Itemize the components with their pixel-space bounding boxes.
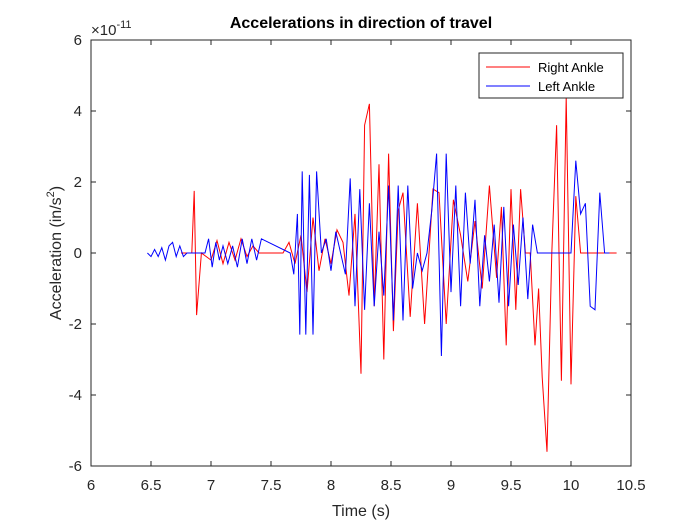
y-ticks: -6 -4 -2 0 2 4 6 bbox=[69, 32, 631, 475]
y-axis-label-close: ) bbox=[48, 186, 65, 191]
x-tick-label: 8 bbox=[327, 477, 335, 494]
x-tick-label: 7.5 bbox=[261, 477, 282, 494]
y-tick-label: -4 bbox=[69, 387, 82, 404]
x-tick-label: 10 bbox=[563, 477, 580, 494]
y-axis-label-main: Acceleration (in/s bbox=[48, 197, 65, 320]
y-tick-label: 2 bbox=[74, 174, 82, 191]
legend-box bbox=[478, 52, 624, 99]
y-tick-label: 6 bbox=[74, 32, 82, 49]
y-axis-label-superscript: 2 bbox=[45, 191, 57, 197]
y-tick-label: 4 bbox=[74, 103, 82, 120]
y-axis-label: Acceleration (in/s2) bbox=[45, 186, 65, 320]
y-exponent-power: -11 bbox=[116, 19, 131, 31]
x-tick-label: 6 bbox=[87, 477, 95, 494]
x-tick-label: 6.5 bbox=[141, 477, 162, 494]
y-exponent: ×10-11 bbox=[91, 19, 132, 39]
series-line-left-ankle bbox=[147, 153, 610, 356]
legend: Right Ankle Left Ankle bbox=[478, 52, 624, 99]
y-exponent-base: ×10 bbox=[91, 22, 116, 39]
chart-title: Accelerations in direction of travel bbox=[230, 15, 492, 32]
x-tick-label: 10.5 bbox=[616, 477, 645, 494]
y-tick-label: -6 bbox=[69, 458, 82, 475]
series-layer bbox=[147, 96, 617, 452]
x-tick-label: 8.5 bbox=[381, 477, 402, 494]
x-ticks: 6 6.5 7 7.5 8 8.5 9 9.5 10 10.5 bbox=[87, 40, 646, 494]
x-tick-label: 9 bbox=[447, 477, 455, 494]
x-axis-label: Time (s) bbox=[332, 503, 390, 520]
y-tick-label: -2 bbox=[69, 316, 82, 333]
legend-label-right-ankle: Right Ankle bbox=[538, 60, 604, 75]
x-tick-label: 7 bbox=[207, 477, 215, 494]
y-tick-label: 0 bbox=[74, 245, 82, 262]
legend-label-left-ankle: Left Ankle bbox=[538, 79, 595, 94]
x-tick-label: 9.5 bbox=[501, 477, 522, 494]
